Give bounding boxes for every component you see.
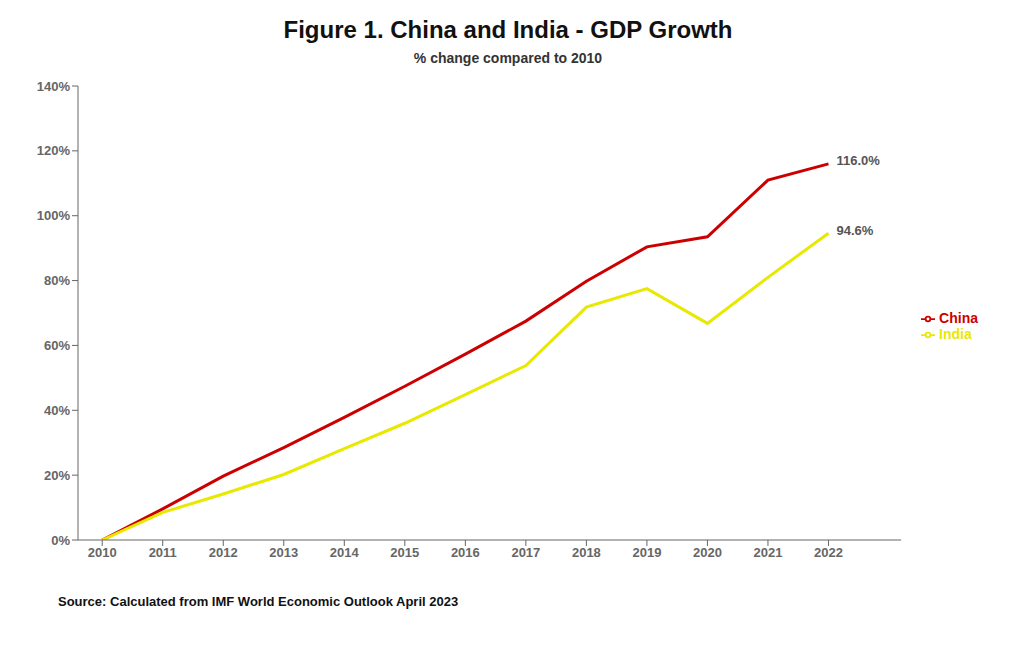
svg-text:0%: 0% (51, 533, 70, 548)
svg-text:100%: 100% (37, 208, 71, 223)
svg-text:2020: 2020 (693, 545, 722, 560)
svg-text:140%: 140% (37, 79, 71, 94)
html-text:China: China (939, 309, 978, 326)
svg-text:116.0%: 116.0% (836, 153, 880, 168)
svg-text:60%: 60% (44, 338, 70, 353)
html-text:India: India (939, 326, 972, 342)
svg-text:2019: 2019 (632, 545, 661, 560)
html-text:Source: Calculated from IMF Wo: Source: Calculated from IMF World Econom… (58, 594, 459, 609)
svg-text:2015: 2015 (390, 545, 419, 560)
svg-text:2017: 2017 (511, 545, 540, 560)
svg-text:80%: 80% (44, 273, 70, 288)
html-text:% change compared to 2010: % change compared to 2010 (413, 50, 603, 66)
svg-text:2012: 2012 (209, 545, 238, 560)
svg-text:2010: 2010 (88, 545, 117, 560)
html-text:Figure 1. China and India - GD: Figure 1. China and India - GDP Growth (283, 16, 733, 43)
svg-text:20%: 20% (44, 468, 70, 483)
svg-text:2016: 2016 (451, 545, 480, 560)
svg-text:2021: 2021 (753, 545, 782, 560)
svg-text:2014: 2014 (330, 545, 360, 560)
svg-text:2013: 2013 (269, 545, 298, 560)
svg-text:2011: 2011 (149, 545, 177, 560)
svg-text:40%: 40% (44, 403, 70, 418)
svg-text:2018: 2018 (572, 545, 601, 560)
svg-text:120%: 120% (37, 143, 71, 158)
svg-text:2022: 2022 (814, 545, 843, 560)
svg-text:94.6%: 94.6% (836, 223, 873, 238)
